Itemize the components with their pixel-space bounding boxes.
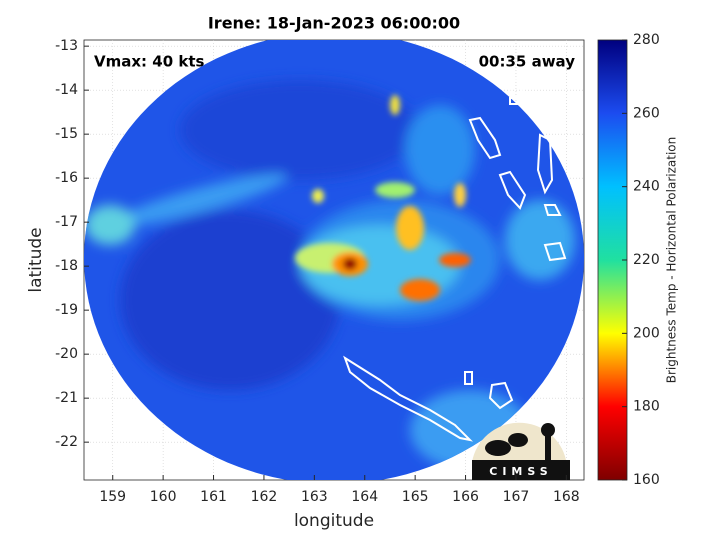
x-tick-label: 164: [351, 489, 378, 505]
y-tick-label: -22: [55, 434, 78, 450]
x-tick-label: 166: [452, 489, 479, 505]
colorbar-tick-label: 180: [633, 399, 660, 415]
y-tick-label: -13: [55, 38, 78, 54]
y-tick-label: -19: [55, 302, 78, 318]
x-axis-label: longitude: [294, 511, 374, 531]
y-tick-label: -20: [55, 346, 78, 362]
x-tick-label: 160: [150, 489, 177, 505]
swath-image: [84, 40, 584, 480]
colorbar-label: Brightness Temp - Horizontal Polarizatio…: [665, 137, 679, 384]
annotation: Vmax: 40 kts: [94, 53, 204, 71]
annotation: 00:35 away: [479, 53, 576, 71]
y-tick-label: -15: [55, 126, 78, 142]
x-tick-label: 167: [503, 489, 530, 505]
colorbar-tick-label: 240: [633, 179, 660, 195]
y-tick-label: -17: [55, 214, 78, 230]
colorbar-tick-label: 260: [633, 105, 660, 121]
y-axis-label: latitude: [26, 227, 46, 292]
x-tick-label: 159: [99, 489, 126, 505]
colorbar-tick-label: 220: [633, 252, 660, 268]
chart-title: Irene: 18-Jan-2023 06:00:00: [208, 14, 460, 33]
cimss-logo: CIMSS: [472, 422, 570, 480]
y-tick-label: -16: [55, 170, 78, 186]
x-tick-label: 161: [200, 489, 227, 505]
x-tick-label: 165: [402, 489, 429, 505]
y-tick-label: -14: [55, 82, 78, 98]
colorbar-tick-label: 280: [633, 32, 660, 48]
y-tick-label: -21: [55, 390, 78, 406]
x-tick-label: 162: [251, 489, 278, 505]
colorbar-tick-label: 160: [633, 472, 660, 488]
logo-text: CIMSS: [489, 465, 552, 478]
x-tick-label: 168: [553, 489, 580, 505]
y-tick-label: -18: [55, 258, 78, 274]
colorbar-tick-label: 200: [633, 325, 660, 341]
x-tick-label: 163: [301, 489, 328, 505]
